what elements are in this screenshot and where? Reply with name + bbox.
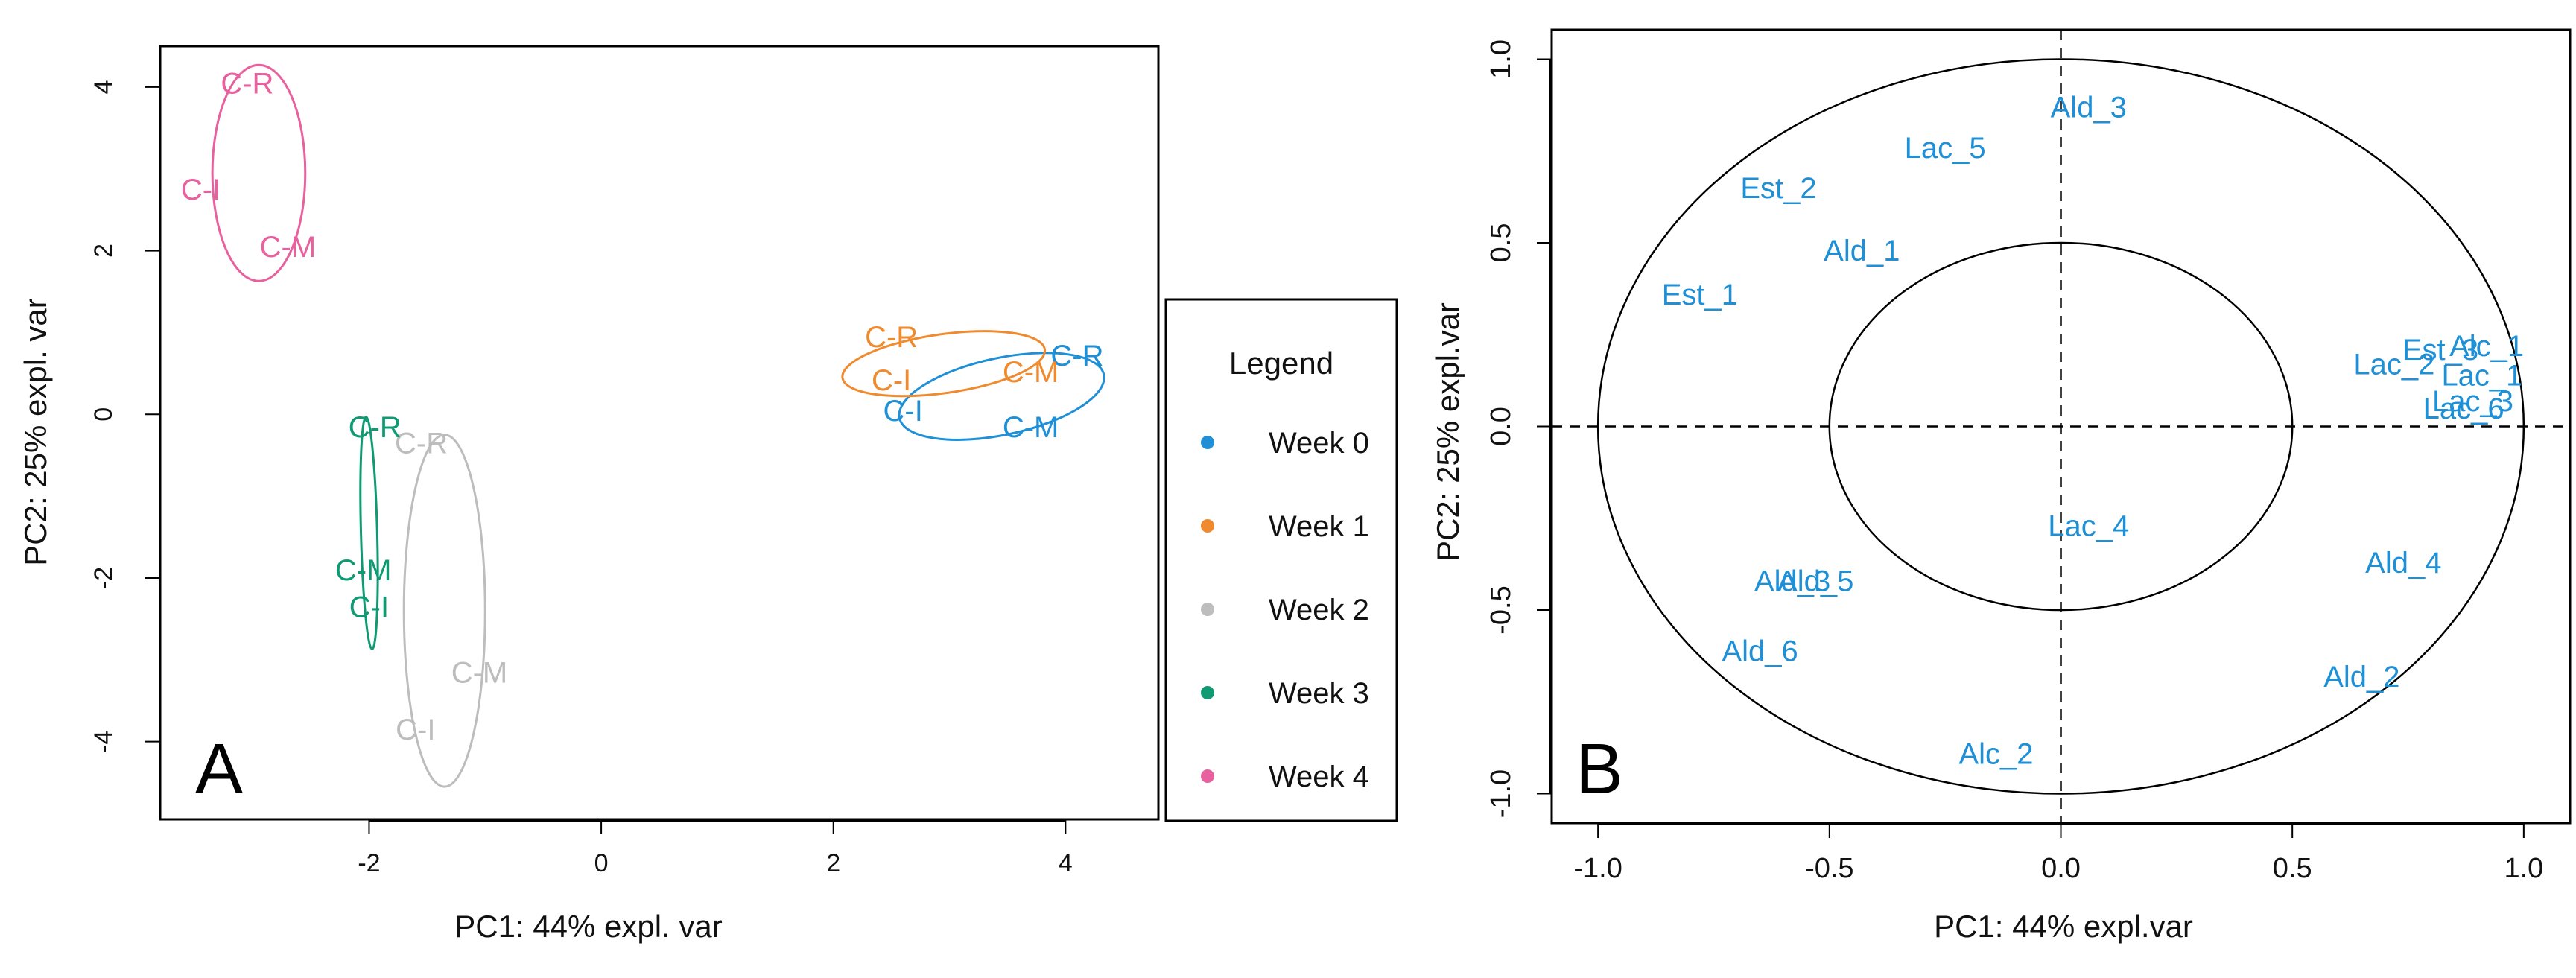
panel-b-y-axis-title: PC2: 25% expl.var — [1430, 302, 1465, 562]
panel-b-y-tick-label: 0.0 — [1485, 407, 1517, 446]
panel-a-y-axis-title: PC2: 25% expl. var — [18, 298, 53, 566]
sample-label-week-0-c-i: C-I — [883, 395, 923, 428]
legend-entries: Week 0 Week 1 Week 2 Week 3 Week 4 — [1201, 427, 1369, 793]
panel-b-y-tick-label: 0.5 — [1485, 223, 1517, 263]
sample-label-week-2-c-m: C-M — [451, 656, 508, 689]
panel-a-point-labels: C-RC-I C-MC-RC-I C-MC-RC-MC-IC-RC-MC-IC-RC… — [181, 67, 1104, 746]
panel-a-y-tick-label: -2 — [89, 567, 118, 589]
variable-label-alc-2: Alc_2 — [1958, 737, 2033, 770]
variable-label-lac-5: Lac_5 — [1905, 132, 1986, 165]
confidence-ellipse-week-4 — [211, 63, 307, 282]
legend-label-week-2: Week 2 — [1269, 594, 1369, 626]
panel-b-x-axis: -1.0 -0.5 0.0 0.5 1.0 — [1573, 823, 2543, 884]
variable-label-est-1: Est_1 — [1662, 279, 1738, 311]
sample-label-week-4-c-i: C-I — [181, 174, 221, 206]
panel-b-x-tick-label: 1.0 — [2504, 853, 2543, 884]
panel-a: C-RC-I C-MC-RC-I C-MC-RC-MC-IC-RC-MC-IC-RC… — [18, 45, 1160, 944]
legend-marker-week-4 — [1201, 769, 1214, 783]
panel-a-y-tick-label: 2 — [89, 244, 118, 258]
panel-b-x-tick-label: 0.5 — [2273, 853, 2312, 884]
variable-label-ald-6: Ald_6 — [1722, 635, 1798, 667]
panel-b-y-tick-label: 1.0 — [1485, 39, 1517, 79]
legend-marker-week-0 — [1201, 436, 1214, 449]
legend-marker-week-3 — [1201, 686, 1214, 699]
variable-label-ald-4: Ald_4 — [2365, 547, 2441, 580]
sample-label-week-0-c-r: C-R — [1050, 340, 1103, 372]
panel-b-y-tick-label: -1.0 — [1485, 769, 1517, 818]
confidence-ellipse-week-2 — [402, 434, 486, 788]
sample-label-week-1-c-r: C-R — [865, 321, 918, 354]
sample-label-week-4-c-m: C-M — [260, 231, 317, 264]
panel-b-guides — [1552, 30, 2570, 823]
panel-a-x-tick-label: 0 — [594, 849, 609, 877]
sample-label-week-2-c-r: C-R — [395, 428, 448, 460]
panel-a-y-axis: -4 -2 0 2 4 — [89, 80, 160, 753]
legend-marker-week-1 — [1201, 519, 1214, 533]
panel-a-y-tick-label: 4 — [89, 80, 118, 94]
sample-label-week-1-c-m: C-M — [1003, 356, 1059, 389]
panel-b-x-tick-label: -0.5 — [1805, 853, 1853, 884]
panel-a-plot-frame — [159, 45, 1160, 821]
variable-label-lac-4: Lac_4 — [2048, 510, 2129, 543]
sample-label-week-0-c-m: C-M — [1003, 411, 1059, 444]
panel-a-y-tick-label: 0 — [89, 407, 118, 422]
panel-a-x-tick-label: 2 — [826, 849, 840, 877]
legend-label-week-4: Week 4 — [1269, 761, 1369, 793]
sample-label-week-3-c-m: C-M — [335, 554, 392, 587]
variable-label-ald-3: Ald_3 — [1754, 565, 1830, 598]
variable-label-est-2: Est_2 — [1740, 172, 1816, 205]
panel-b-y-axis: -1.0 -0.5 0.0 0.5 1.0 — [1485, 39, 1552, 818]
legend-label-week-0: Week 0 — [1269, 427, 1369, 460]
variable-label-lac-2: Lac_2 — [2353, 349, 2434, 381]
panel-a-x-tick-label: 4 — [1059, 849, 1073, 877]
legend: Legend Week 0 Week 1 Week 2 Week 3 Week 4 — [1164, 298, 1398, 822]
panel-b-x-tick-label: 0.0 — [2041, 853, 2081, 884]
sample-label-week-3-c-i: C-I — [349, 591, 389, 623]
variable-label-ald-2: Ald_2 — [2323, 661, 2399, 693]
legend-box — [1164, 298, 1398, 822]
panel-b-x-axis-title: PC1: 44% expl.var — [1934, 909, 2193, 944]
panel-a-y-tick-label: -4 — [89, 731, 118, 753]
sample-label-week-2-c-i: C-I — [396, 714, 435, 746]
sample-label-week-1-c-i: C-I — [872, 364, 911, 397]
panel-a-ellipses — [211, 63, 1105, 788]
panel-a-letter: A — [195, 729, 243, 809]
confidence-ellipse-week-3 — [359, 416, 379, 650]
legend-label-week-1: Week 1 — [1269, 510, 1369, 543]
variable-label-alc-1: Alc_1 — [2449, 330, 2524, 363]
legend-title: Legend — [1229, 346, 1333, 381]
panel-b-letter: B — [1576, 729, 1623, 809]
panel-a-x-tick-label: -2 — [358, 849, 380, 877]
panel-a-x-axis: -2 0 2 4 — [358, 819, 1073, 877]
variable-label-lac-6: Lac_6 — [2423, 393, 2504, 425]
confidence-ellipse-week-1 — [841, 330, 1047, 398]
panel-b-y-tick-label: -0.5 — [1485, 585, 1517, 634]
panel-b-x-tick-label: -1.0 — [1573, 853, 1622, 884]
variable-label-ald-5: Ald_5 — [1777, 565, 1853, 598]
legend-marker-week-2 — [1201, 603, 1214, 616]
variable-label-est-3: Est_3 — [2402, 334, 2478, 366]
variable-label-lac-1: Lac_1 — [2441, 359, 2522, 392]
legend-label-week-3: Week 3 — [1269, 677, 1369, 710]
variable-label-ald-3: Ald_3 — [2051, 92, 2127, 124]
confidence-ellipse-week-0 — [898, 352, 1105, 441]
sample-label-week-4-c-r: C-R — [221, 67, 273, 100]
variable-label-ald-1: Ald_1 — [1824, 235, 1900, 267]
sample-label-week-3-c-r: C-R — [349, 411, 402, 444]
variable-label-lac-3: Lac_3 — [2432, 385, 2513, 418]
panel-a-x-axis-title: PC1: 44% expl. var — [454, 909, 723, 944]
